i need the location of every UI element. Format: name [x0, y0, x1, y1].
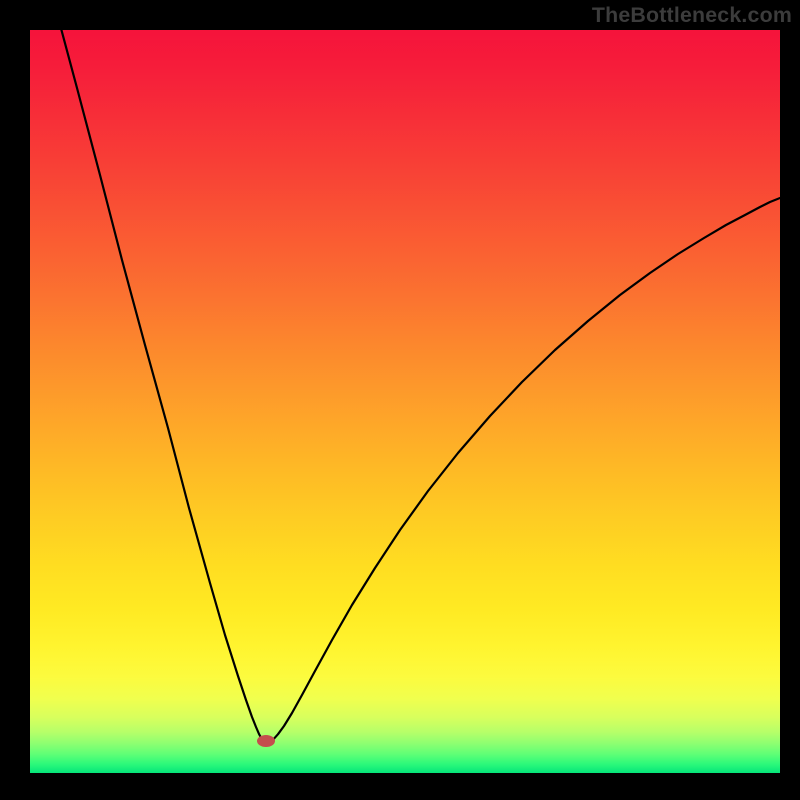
- watermark-text: TheBottleneck.com: [592, 3, 792, 28]
- chart-container: TheBottleneck.com: [0, 0, 800, 800]
- bottleneck-chart-svg: [0, 0, 800, 800]
- optimal-point-marker: [257, 735, 275, 747]
- plot-background: [30, 30, 780, 773]
